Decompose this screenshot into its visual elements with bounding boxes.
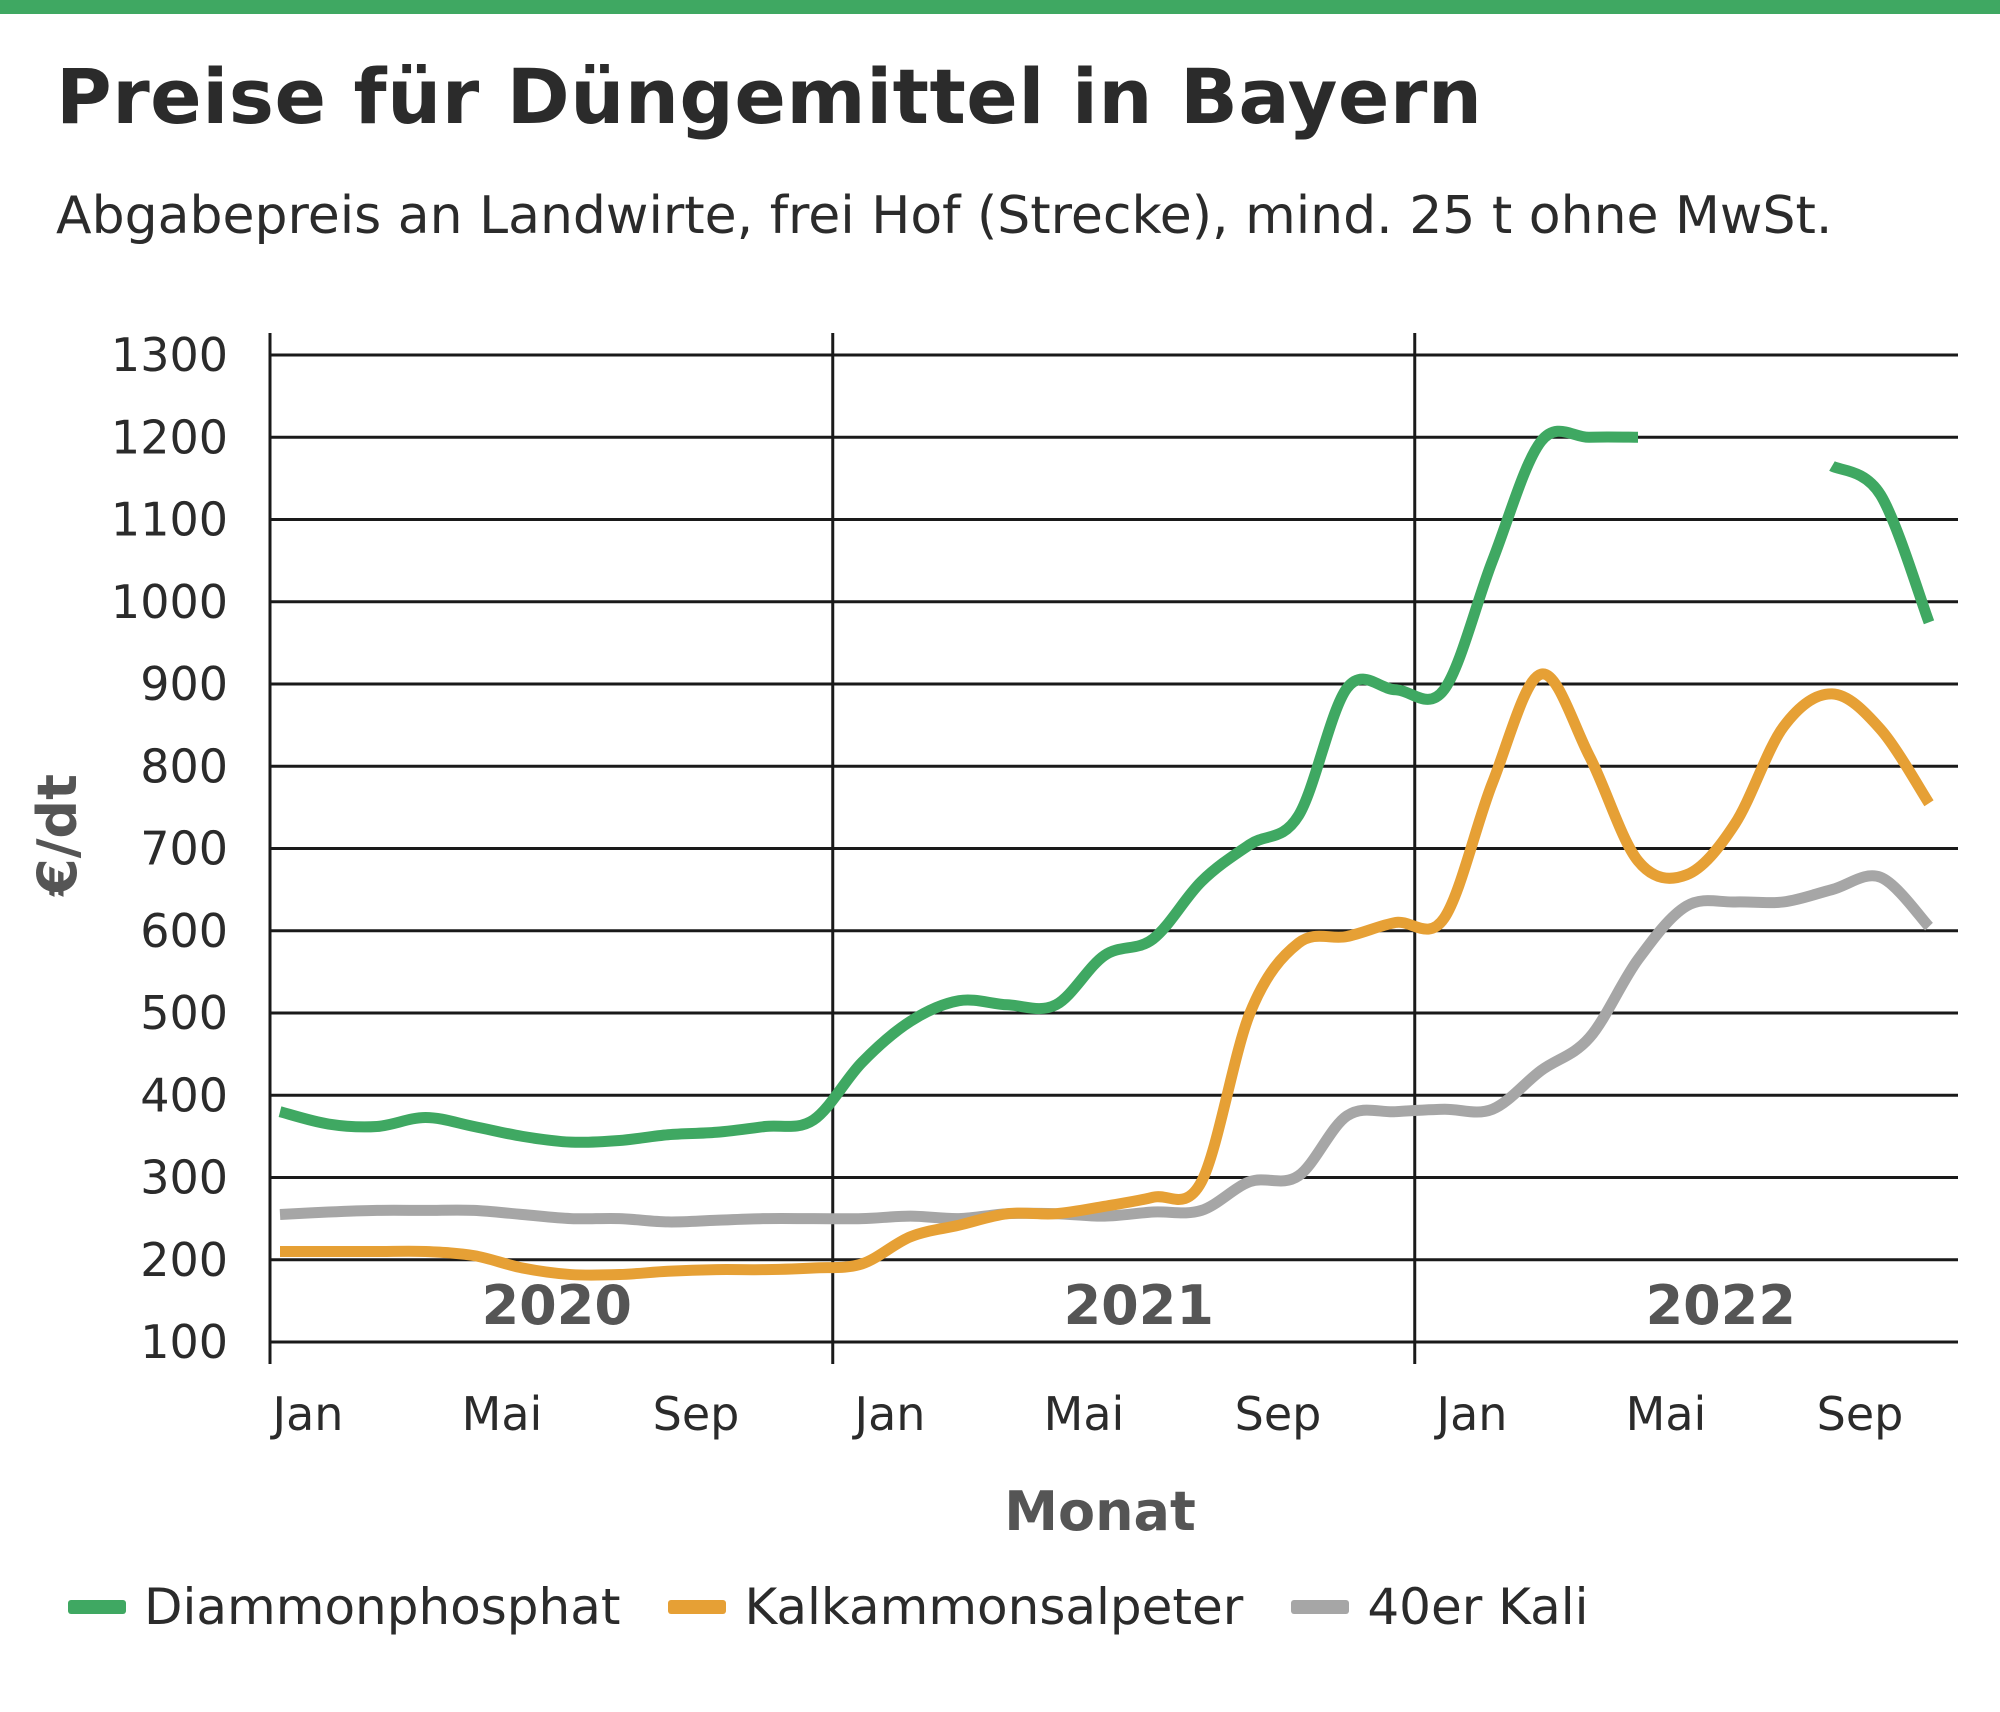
- y-tick-label: 1000: [111, 575, 228, 629]
- y-tick-label: 1300: [111, 328, 228, 382]
- y-tick-label: 600: [140, 904, 228, 958]
- y-tick-label: 1200: [111, 410, 228, 464]
- legend-item: 40er Kali: [1291, 1578, 1589, 1636]
- y-tick-label: 300: [140, 1151, 228, 1205]
- x-tick-label: Jan: [852, 1387, 926, 1441]
- y-tick-label: 100: [140, 1315, 228, 1369]
- legend-item: Kalkammonsalpeter: [668, 1578, 1243, 1636]
- y-tick-label: 700: [140, 822, 228, 876]
- y-tick-label: 200: [140, 1233, 228, 1287]
- y-axis-title: €/dt: [26, 774, 89, 898]
- chart-subtitle: Abgabepreis an Landwirte, frei Hof (Stre…: [56, 186, 1833, 246]
- x-tick-label: Mai: [1626, 1387, 1707, 1441]
- chart-title: Preise für Düngemittel in Bayern: [56, 52, 1483, 141]
- legend-label: Kalkammonsalpeter: [744, 1578, 1244, 1636]
- series-line-40er-kali: [279, 870, 1934, 1228]
- y-tick-label: 500: [140, 986, 228, 1040]
- legend-label: 40er Kali: [1367, 1578, 1589, 1636]
- x-axis-title: Monat: [1004, 1480, 1196, 1543]
- x-tick-label: Mai: [462, 1387, 543, 1441]
- x-tick-label: Jan: [1434, 1387, 1508, 1441]
- legend-label: Diammonphosphat: [144, 1578, 621, 1636]
- series-line-diammonphosphat: [278, 425, 1639, 1148]
- y-tick-label: 1100: [111, 493, 228, 547]
- legend-swatch: [668, 1600, 727, 1614]
- x-tick-label: Sep: [1817, 1387, 1904, 1441]
- series-line-kalkammonsalpeter: [280, 668, 1934, 1281]
- x-tick-label: Jan: [270, 1387, 344, 1441]
- legend-swatch: [68, 1600, 126, 1614]
- y-tick-label: 900: [140, 657, 228, 711]
- series-line-diammonphosphat: [1829, 460, 1935, 625]
- line-chart: 100 200 300 400 500 600 700 800 900 1000 1100 1200 1…: [26, 328, 1958, 1543]
- x-tick-label: Sep: [1235, 1387, 1322, 1441]
- legend-item: Diammonphosphat: [68, 1578, 620, 1636]
- top-accent-bar: [0, 0, 2000, 14]
- y-tick-label: 800: [140, 739, 228, 793]
- y-tick-label: 400: [140, 1068, 228, 1122]
- legend-swatch: [1291, 1600, 1350, 1614]
- x-tick-label: Sep: [653, 1387, 740, 1441]
- year-label: 2020: [482, 1274, 632, 1337]
- legend: Diammonphosphat Kalkammonsalpeter 40er Kal…: [68, 1578, 1637, 1636]
- year-label: 2022: [1646, 1274, 1796, 1337]
- year-label: 2021: [1064, 1274, 1214, 1337]
- x-tick-label: Mai: [1044, 1387, 1125, 1441]
